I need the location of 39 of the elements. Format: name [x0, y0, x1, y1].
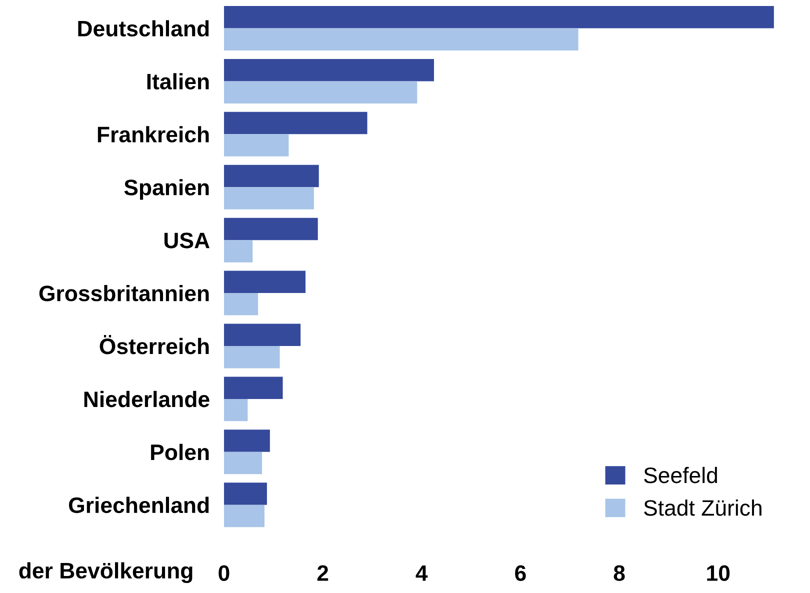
- bar: [224, 28, 578, 50]
- x-tick-label: 8: [614, 565, 625, 581]
- y-tick-label: Griechenland: [68, 496, 209, 514]
- bar: [224, 452, 262, 474]
- bar: [224, 6, 774, 28]
- bar: [224, 218, 318, 240]
- y-tick-label: Österreich: [100, 335, 209, 354]
- legend-label: Seefeld: [644, 466, 717, 484]
- bar: [224, 346, 280, 368]
- bar: [224, 293, 258, 316]
- x-tick-label: 10: [707, 565, 730, 581]
- y-tick-label: Italien: [147, 73, 209, 90]
- bar: [224, 376, 283, 399]
- bar: [224, 504, 264, 528]
- y-tick-label: Deutschland: [78, 20, 209, 37]
- y-tick-label: Polen: [151, 444, 209, 460]
- bar: [224, 482, 267, 505]
- bar: [224, 240, 253, 262]
- y-tick-label: USA: [164, 232, 210, 248]
- y-tick-label: Grossbritannien: [39, 284, 209, 302]
- x-tick-label: 0: [218, 565, 230, 581]
- bar: [224, 81, 418, 104]
- bar: [224, 324, 301, 346]
- bar: [224, 112, 368, 134]
- y-tick-label: Niederlande: [84, 390, 210, 408]
- bar: [224, 58, 434, 82]
- bar: [224, 134, 289, 156]
- legend-label: Stadt Zürich: [644, 500, 762, 516]
- bar: [224, 187, 314, 210]
- x-tick-label: 4: [416, 565, 428, 581]
- bar: [224, 270, 306, 294]
- x-tick-label: 2: [317, 565, 328, 581]
- x-tick-label: 6: [515, 565, 526, 581]
- y-tick-label: Spanien: [124, 179, 209, 200]
- y-tick-label: Frankreich: [98, 126, 209, 142]
- x-axis-title: der Bevölkerung: [19, 562, 192, 584]
- bar: [224, 398, 248, 422]
- bar: [224, 164, 319, 188]
- bar: [224, 430, 270, 452]
